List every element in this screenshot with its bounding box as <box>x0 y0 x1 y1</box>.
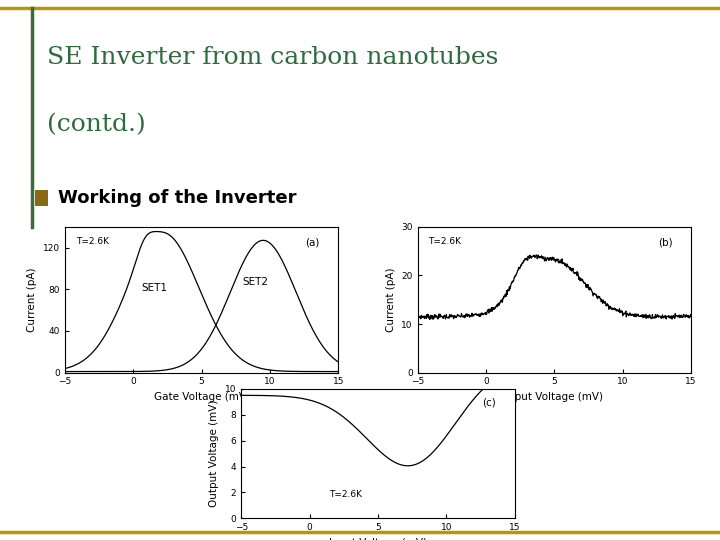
Text: SET2: SET2 <box>243 277 269 287</box>
Text: T=2.6K: T=2.6K <box>329 490 361 499</box>
Y-axis label: Output Voltage (mV): Output Voltage (mV) <box>210 400 220 507</box>
Text: (c): (c) <box>482 398 495 408</box>
Text: Working of the Inverter: Working of the Inverter <box>58 189 296 207</box>
Y-axis label: Current (pA): Current (pA) <box>386 267 396 332</box>
X-axis label: Input Voltage (mV): Input Voltage (mV) <box>505 392 603 402</box>
Text: (b): (b) <box>658 237 673 247</box>
X-axis label: Gate Voltage (mV): Gate Voltage (mV) <box>153 392 250 402</box>
Text: SET1: SET1 <box>141 283 168 293</box>
Text: (a): (a) <box>305 237 320 247</box>
Text: (contd.): (contd.) <box>47 113 145 137</box>
Text: SE Inverter from carbon nanotubes: SE Inverter from carbon nanotubes <box>47 46 498 69</box>
Text: T=2.6K: T=2.6K <box>76 237 109 246</box>
X-axis label: Input Voltage (mV): Input Voltage (mV) <box>329 538 427 540</box>
Y-axis label: Current (pA): Current (pA) <box>27 267 37 332</box>
Text: T=2.6K: T=2.6K <box>428 237 462 246</box>
